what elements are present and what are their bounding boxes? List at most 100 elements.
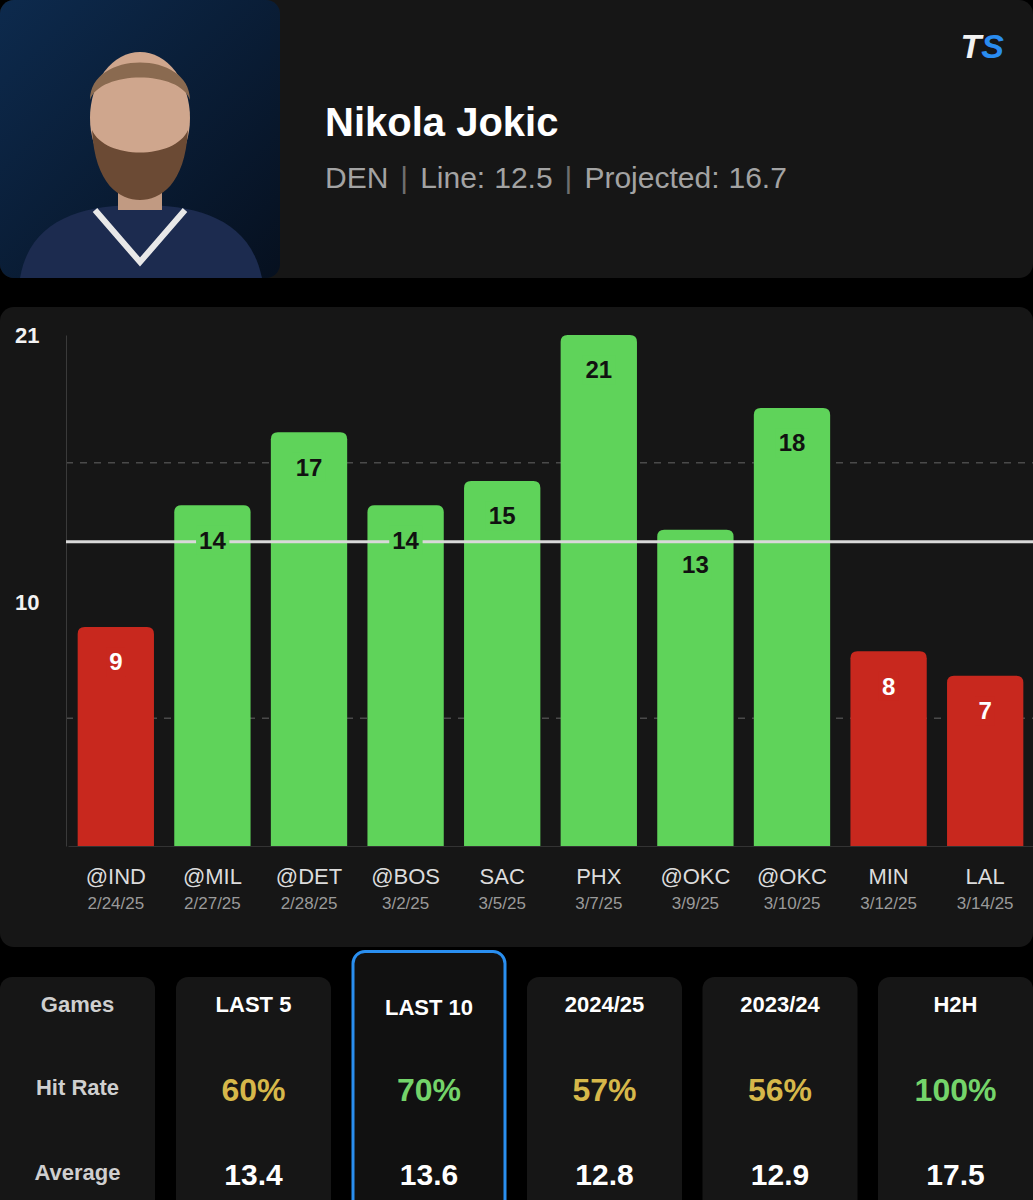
x-tick: LAL3/14/25 [957, 864, 1014, 913]
stats-label-card [0, 977, 155, 1200]
logo: TS [961, 27, 1005, 65]
row-label: Games [41, 992, 114, 1017]
x-tick: MIN 3/12/25 [860, 864, 917, 913]
y-tick: 21 [15, 323, 39, 348]
average: 13.4 [224, 1158, 283, 1191]
data-label: 9 [109, 648, 122, 675]
x-tick-label: PHX [576, 864, 622, 889]
plot-area [66, 335, 1033, 846]
x-tick: PHX 3/7/25 [575, 864, 622, 913]
x-tick-label: @OKC [660, 864, 730, 889]
data-label: 18 [779, 429, 806, 456]
column-head: LAST 5 [216, 992, 292, 1017]
stats-card [176, 977, 331, 1200]
bar [947, 676, 1023, 846]
average: 17.5 [926, 1158, 984, 1191]
x-date-label: 2/28/25 [281, 894, 338, 913]
photo-hair [90, 63, 190, 101]
bar [464, 481, 540, 846]
x-date-label: 3/12/25 [860, 894, 917, 913]
x-axis-line [69, 846, 1033, 847]
x-tick: @BOS 3/2/25 [371, 864, 440, 913]
bar [271, 432, 347, 846]
x-tick-label: @OKC [757, 864, 827, 889]
row-label: Hit Rate [36, 1075, 119, 1100]
data-label: 13 [682, 551, 709, 578]
bar [561, 335, 637, 846]
y-axis: 10 21 [15, 323, 67, 847]
bar [850, 651, 926, 846]
line-label: Line: [420, 161, 485, 194]
label-patch [679, 550, 712, 579]
photo-collar [95, 210, 185, 262]
x-date-label: 2/24/25 [87, 894, 144, 913]
bar [174, 505, 250, 846]
canvas-svg: TSNikola JokicDEN|Line:12.5|Projected:16… [0, 0, 1033, 1200]
stats-card [878, 977, 1033, 1200]
bar [78, 627, 154, 846]
x-tick-label: MIN [868, 864, 908, 889]
hit-rate: 57% [572, 1072, 636, 1108]
bar [657, 530, 733, 846]
header-card [0, 0, 1033, 278]
label-patch [879, 672, 898, 701]
chart-card [0, 307, 1033, 947]
data-labels: 91417141521131887 [106, 355, 995, 725]
subtitle: DEN|Line:12.5|Projected:16.7 [325, 161, 787, 194]
label-patch [976, 696, 995, 725]
data-label: 17 [296, 454, 323, 481]
row-label: Average [34, 1160, 120, 1185]
separator: | [400, 161, 408, 194]
x-tick-label: @BOS [371, 864, 440, 889]
bar [754, 408, 830, 846]
x-tick: @OKC 3/10/25 [757, 864, 827, 913]
label-patch [106, 647, 125, 676]
team: DEN [325, 161, 388, 194]
label-patch [293, 453, 326, 482]
data-label: 21 [585, 356, 612, 383]
label-patch [389, 526, 422, 555]
data-label: 14 [199, 527, 226, 554]
column-head: 2024/25 [565, 992, 645, 1017]
average: 13.6 [400, 1158, 458, 1191]
data-label: 14 [392, 527, 419, 554]
x-date-label: 3/9/25 [672, 894, 719, 913]
column-head: LAST 10 [385, 995, 473, 1020]
hit-rate: 100% [915, 1072, 997, 1108]
line-value: 12.5 [494, 161, 552, 194]
data-label: 7 [979, 697, 992, 724]
projected-label: Projected: [584, 161, 719, 194]
x-tick-label: @MIL [183, 864, 242, 889]
x-axis: @IND2/24/25@MIL2/27/25@DET2/28/25@BOS3/2… [69, 847, 1033, 914]
average: 12.9 [751, 1158, 809, 1191]
x-tick: @OKC 3/9/25 [660, 864, 730, 913]
x-date-label: 3/14/25 [957, 894, 1014, 913]
projected-value: 16.7 [728, 161, 786, 194]
player-name: Nikola Jokic [325, 100, 558, 144]
photo-jersey [20, 205, 262, 278]
label-patch [486, 501, 519, 530]
x-date-label: 3/10/25 [764, 894, 821, 913]
y-tick-label: 21 [15, 323, 39, 348]
x-tick-label: @IND [86, 864, 146, 889]
y-tick-label: 10 [15, 590, 39, 615]
data-label: 15 [489, 502, 516, 529]
logo-letter: S [981, 27, 1004, 65]
average: 12.8 [575, 1158, 633, 1191]
hit-rate: 60% [221, 1072, 285, 1108]
x-tick-label: SAC [480, 864, 525, 889]
page: TSNikola JokicDEN|Line:12.5|Projected:16… [0, 0, 1033, 1200]
bar [367, 505, 443, 846]
x-date-label: 3/5/25 [479, 894, 526, 913]
y-tick: 10 [15, 590, 39, 615]
stats-card-selected [353, 952, 505, 1200]
stats-card [527, 977, 682, 1200]
photo-background [0, 0, 280, 278]
label-patch [196, 526, 229, 555]
x-date-label: 3/2/25 [382, 894, 429, 913]
hit-rate: 56% [748, 1072, 812, 1108]
x-date-label: 3/7/25 [575, 894, 622, 913]
photo-beard [92, 130, 188, 200]
y-axis-line [66, 336, 67, 847]
column-head: 2023/24 [740, 992, 820, 1017]
